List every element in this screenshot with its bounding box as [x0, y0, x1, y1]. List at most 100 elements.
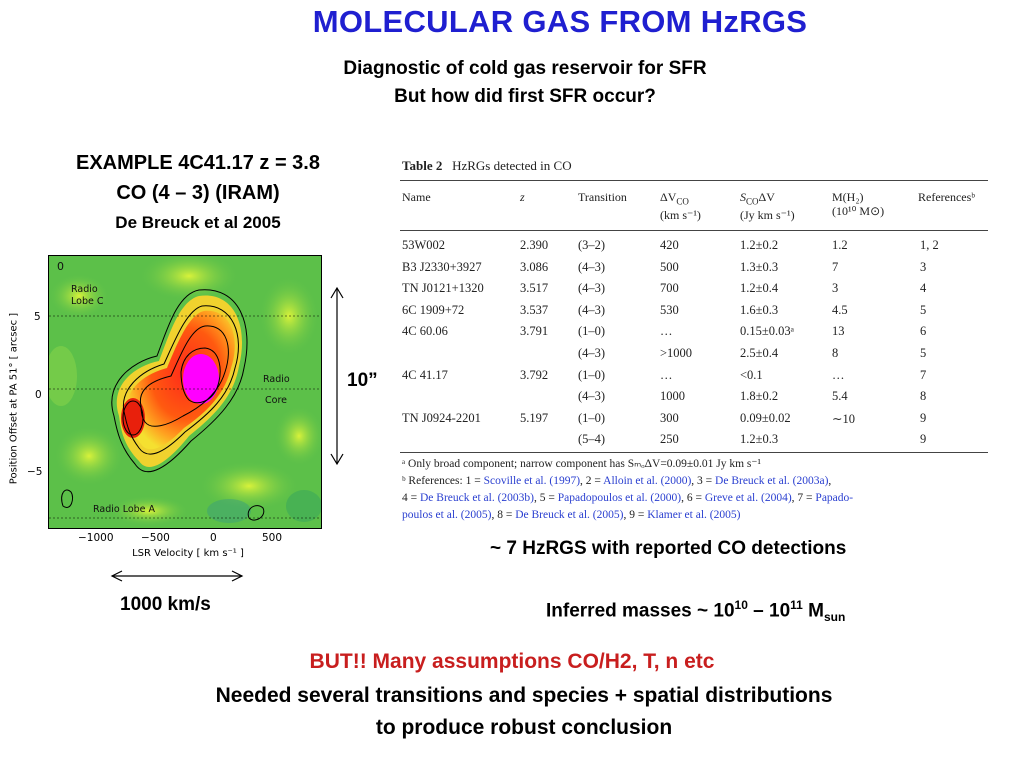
- cell-transition: (4–3): [578, 302, 606, 317]
- cell-name: 53W002: [402, 238, 446, 252]
- fn-text: , 3 =: [691, 475, 716, 487]
- cell-name: TN J0121+1320: [402, 281, 484, 296]
- cell-dv: …: [660, 367, 673, 382]
- table-caption-number: Table 2: [402, 158, 443, 173]
- cell-z: 3.792: [520, 367, 549, 382]
- cell-sco: 0.15±0.03ᵃ: [740, 324, 795, 339]
- cell-dv: 530: [660, 302, 679, 317]
- table-rule-top: [400, 180, 988, 181]
- label-lobe-c-1: Radio: [71, 284, 98, 295]
- cell-dv: …: [660, 324, 673, 339]
- needed-line-2: to produce robust conclusion: [375, 716, 673, 739]
- cell-transition: (1–0): [578, 410, 606, 425]
- ref-link-2[interactable]: Alloin et al. (2000): [603, 475, 692, 487]
- xtick-0: 0: [210, 532, 217, 544]
- cell-transition: (4–3): [578, 281, 606, 296]
- needed-line-1: Needed several transitions and species +…: [215, 684, 833, 707]
- subtitle-line-2: But how did first SFR occur?: [394, 86, 656, 107]
- cell-dv: 250: [660, 432, 679, 447]
- plot-ylabel: Position Offset at PA 51° [ arcsec ]: [8, 312, 20, 485]
- cell-z: 3.517: [520, 281, 549, 296]
- cell-mh2: 8: [832, 346, 839, 360]
- masses-prefix: Inferred masses ~ 10: [546, 600, 735, 622]
- fn-text: , 8 =: [491, 509, 516, 521]
- cell-sco: 1.6±0.3: [740, 302, 779, 317]
- slide-title: MOLECULAR GAS FROM HzRGS: [312, 4, 808, 39]
- ref-link-5[interactable]: Papadopoulos et al. (2000): [557, 492, 682, 504]
- header-sco-rest: ΔV: [758, 190, 775, 204]
- masses-mid: – 10: [747, 600, 791, 622]
- cell-transition: (4–3): [578, 259, 606, 274]
- xtick-minus1000: −1000: [78, 532, 114, 544]
- cell-dv: >1000: [660, 346, 693, 360]
- cell-name: TN J0924-2201: [402, 410, 481, 425]
- header-mh2-sym: M(H₂): [832, 190, 864, 204]
- ref-link-8[interactable]: De Breuck et al. (2005): [515, 509, 624, 521]
- fn-text: , 5 =: [534, 492, 558, 504]
- cell-transition: (4–3): [578, 346, 606, 360]
- cell-transition: (5–4): [578, 432, 606, 447]
- header-dv-sym: ΔV: [660, 190, 677, 204]
- masses-text: Inferred masses ~ 1010 – 1011 Msun: [546, 598, 845, 624]
- header-name: Name: [402, 190, 431, 204]
- cell-dv: 500: [660, 259, 679, 274]
- xtick-minus500: −500: [141, 532, 170, 544]
- cell-sco: 1.8±0.2: [740, 389, 779, 404]
- cell-name: B3 J2330+3927: [402, 259, 482, 274]
- ref-link-3[interactable]: De Breuck et al. (2003a): [715, 475, 829, 487]
- ref-link-6[interactable]: Greve et al. (2004): [704, 492, 792, 504]
- ref-link-7[interactable]: Papado-: [815, 492, 854, 504]
- cell-transition: (3–2): [578, 238, 606, 252]
- cell-refs: 4: [920, 281, 927, 296]
- xtick-500: 500: [262, 532, 283, 544]
- cell-dv: 420: [660, 238, 679, 252]
- cell-refs: 1, 2: [920, 238, 939, 252]
- cell-dv: 300: [660, 410, 679, 425]
- cell-sco: <0.1: [740, 367, 763, 382]
- ref-link-9[interactable]: Klamer et al. (2005): [647, 509, 741, 521]
- but-line: BUT!! Many assumptions CO/H2, T, n etc: [309, 650, 715, 673]
- fn-text: ᵇ References: 1 =: [402, 475, 484, 487]
- footnote-b-line-3: poulos et al. (2005), 8 = De Breuck et a…: [402, 507, 740, 524]
- co-map-image: 0 Radio Lobe C Radio Core Radio Lobe A: [48, 255, 322, 529]
- cell-sco: 1.2±0.2: [740, 238, 779, 252]
- header-sco-sym: S: [740, 190, 746, 204]
- cell-transition: (1–0): [578, 324, 606, 339]
- subtitle-line-1: Diagnostic of cold gas reservoir for SFR: [343, 58, 707, 79]
- ref-link-4[interactable]: De Breuck et al. (2003b): [420, 492, 535, 504]
- cell-refs: 3: [920, 259, 927, 274]
- ytick-5: 5: [34, 311, 41, 323]
- cell-transition: (4–3): [578, 389, 606, 404]
- cell-z: 2.390: [520, 238, 549, 252]
- header-mh2-unit: (10¹⁰ M⊙): [832, 204, 885, 218]
- table-rule-header: [400, 230, 988, 231]
- cell-sco: 1.3±0.3: [740, 259, 779, 274]
- cell-dv: 700: [660, 281, 679, 296]
- co-detections-table: Table 2 HzRGs detected in CO Name z Tran…: [400, 156, 988, 528]
- example-line-3: De Breuck et al 2005: [115, 213, 281, 232]
- ten-arcsec-label: 10”: [347, 370, 378, 391]
- vertical-double-arrow: [330, 286, 344, 466]
- kms-label: 1000 km/s: [120, 594, 211, 615]
- masses-sub: sun: [823, 610, 846, 625]
- ref-link-7b[interactable]: poulos et al. (2005): [402, 509, 492, 521]
- example-line-2: CO (4 – 3) (IRAM): [116, 182, 280, 204]
- cell-mh2: ∼10: [832, 411, 855, 426]
- horizontal-double-arrow: [110, 570, 244, 582]
- footnote-a: ᵃ Only broad component; narrow component…: [402, 458, 761, 470]
- ref-link-1[interactable]: Scoville et al. (1997): [483, 475, 581, 487]
- footnote-b-line-2: 4 = De Breuck et al. (2003b), 5 = Papado…: [402, 490, 853, 507]
- cell-transition: (1–0): [578, 367, 606, 382]
- label-lobe-c-2: Lobe C: [71, 296, 104, 307]
- header-sco-unit: (Jy km s⁻¹): [740, 208, 795, 223]
- label-core-2: Core: [265, 395, 287, 406]
- fn-text: , 7 =: [791, 492, 816, 504]
- cell-z: 5.197: [520, 410, 549, 425]
- detections-text: ~ 7 HzRGS with reported CO detections: [490, 538, 847, 559]
- fn-text: 4 =: [402, 492, 420, 504]
- table-caption-text: HzRGs detected in CO: [452, 158, 572, 173]
- cell-dv: 1000: [660, 389, 685, 404]
- label-core-1: Radio: [263, 374, 290, 385]
- cell-refs: 5: [920, 346, 927, 360]
- ytick-0: 0: [35, 389, 42, 401]
